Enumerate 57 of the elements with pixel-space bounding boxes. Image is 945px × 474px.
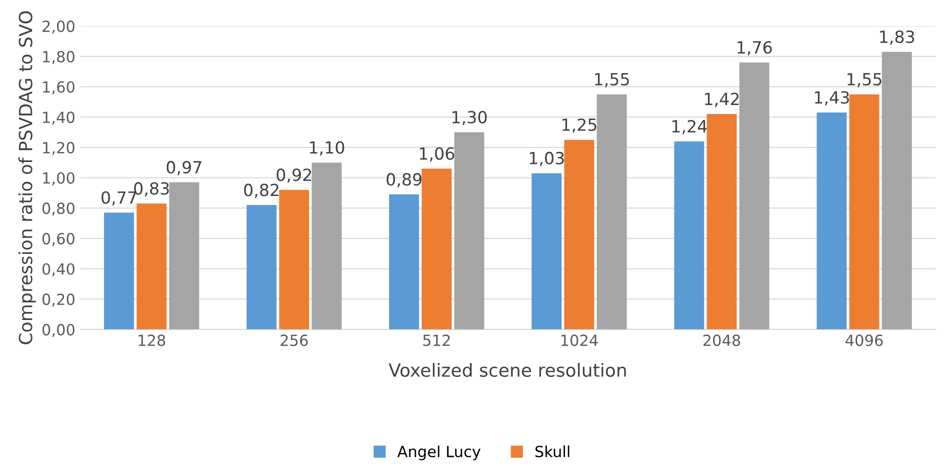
data-label: 1,30 [452, 110, 487, 126]
data-label: 0,82 [244, 184, 278, 198]
bar [246, 205, 277, 330]
legend-label: Skull [535, 445, 570, 458]
bar [849, 94, 880, 330]
y-tick-label: 0,80 [42, 202, 74, 216]
data-label: 1,24 [672, 120, 707, 134]
data-label: 1,55 [848, 73, 882, 88]
y-tick-label: 1,00 [43, 172, 74, 186]
bar [454, 132, 484, 330]
x-axis-title: Voxelized scene resolution [388, 362, 626, 377]
y-tick-label: 2,00 [42, 20, 74, 34]
y-tick-label: 0,60 [42, 232, 74, 246]
data-label: 0,89 [386, 173, 422, 188]
bar [564, 140, 594, 330]
y-tick-label: 1,80 [43, 50, 74, 64]
bar [389, 194, 420, 330]
data-label: 1,10 [310, 141, 344, 156]
x-tick-label: 1024 [561, 334, 598, 346]
bar [136, 204, 167, 330]
bar [816, 112, 847, 330]
bar [706, 114, 737, 330]
bar [312, 162, 342, 330]
data-label: 1,43 [814, 91, 849, 106]
bar [739, 62, 770, 330]
bar [169, 182, 200, 330]
y-tick-label: 1,40 [43, 112, 74, 125]
data-label: 1,76 [738, 41, 772, 56]
bar [279, 190, 310, 330]
data-label: 0,97 [166, 160, 202, 176]
y-axis-title: Compression ratio of PSVDAG to SVO [18, 11, 36, 344]
x-tick-label: 512 [423, 334, 450, 346]
x-tick-label: 128 [138, 334, 166, 346]
legend-label: Angel Lucy [397, 445, 480, 460]
data-label: 0,77 [102, 191, 136, 206]
x-tick-label: 4096 [846, 334, 883, 346]
y-tick-label: 1,20 [43, 142, 74, 155]
data-label: 1,03 [530, 152, 564, 166]
data-label: 1,83 [880, 30, 914, 45]
y-tick-label: 0,40 [42, 263, 74, 276]
data-label: 0,83 [134, 182, 169, 196]
data-label: 1,06 [420, 147, 454, 162]
y-tick-label: 0,00 [42, 324, 74, 338]
y-tick-label: 1,60 [43, 81, 74, 94]
bar [882, 52, 912, 330]
bar [596, 94, 627, 330]
bar [104, 212, 134, 330]
data-label: 1,42 [705, 92, 739, 107]
data-label: 1,55 [595, 73, 629, 88]
data-label: 1,25 [562, 118, 596, 133]
x-tick-label: 256 [280, 334, 308, 346]
data-label: 0,92 [276, 168, 312, 183]
bar [674, 141, 704, 330]
y-tick-label: 0,20 [42, 294, 74, 307]
x-tick-label: 2048 [703, 334, 740, 346]
bar [422, 168, 452, 330]
bar [532, 173, 562, 330]
